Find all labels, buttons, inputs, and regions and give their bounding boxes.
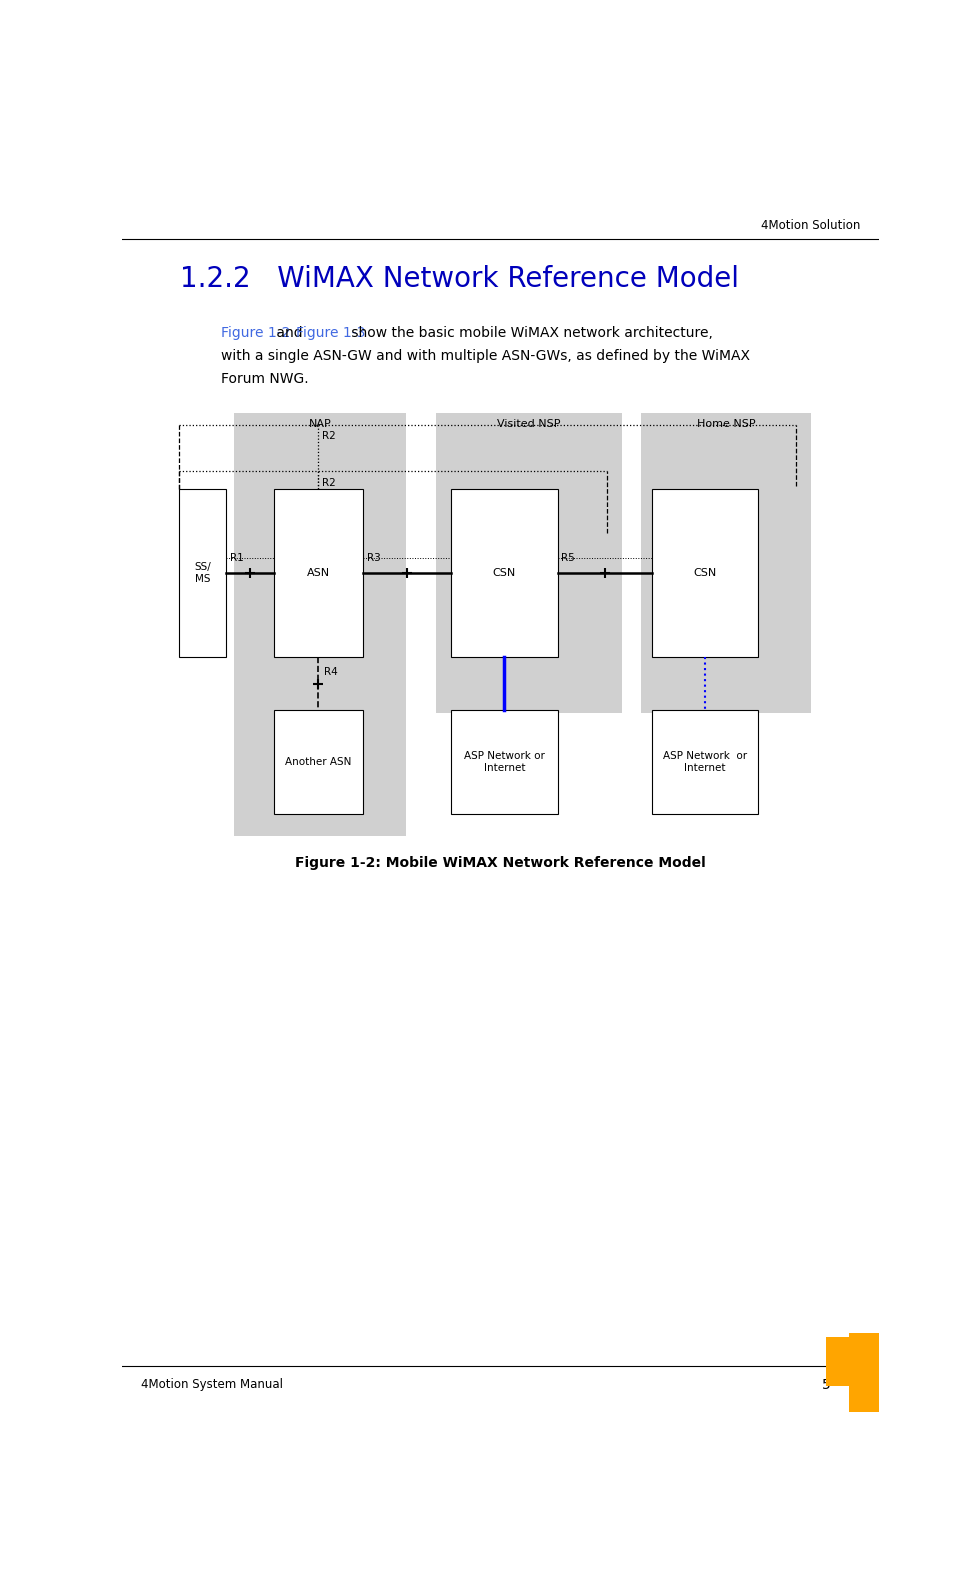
Text: R2: R2 — [322, 432, 336, 441]
Text: ASN: ASN — [307, 568, 330, 578]
Text: and: and — [272, 325, 307, 340]
Bar — [234, 413, 406, 836]
Text: CSN: CSN — [694, 568, 717, 578]
Text: ASP Network or
Internet: ASP Network or Internet — [464, 751, 545, 773]
Text: 5: 5 — [822, 1378, 830, 1392]
Text: Another ASN: Another ASN — [285, 757, 352, 767]
Text: CSN: CSN — [492, 568, 516, 578]
Text: 1.2.2   WiMAX Network Reference Model: 1.2.2 WiMAX Network Reference Model — [180, 265, 739, 294]
Text: Figure 1-2: Figure 1-2 — [221, 325, 290, 340]
Text: Forum NWG.: Forum NWG. — [221, 371, 308, 386]
Bar — [274, 709, 362, 814]
Text: R2: R2 — [322, 478, 336, 487]
Text: Visited NSP: Visited NSP — [497, 419, 561, 428]
Bar — [641, 413, 811, 714]
Text: 4Motion System Manual: 4Motion System Manual — [141, 1378, 283, 1392]
Text: SS/
MS: SS/ MS — [194, 562, 211, 584]
Text: Figure 1-2: Mobile WiMAX Network Reference Model: Figure 1-2: Mobile WiMAX Network Referen… — [295, 857, 706, 870]
Bar — [653, 709, 758, 814]
Text: Home NSP: Home NSP — [697, 419, 755, 428]
Bar — [274, 489, 362, 657]
Bar — [451, 709, 558, 814]
Text: 4Motion Solution: 4Motion Solution — [761, 219, 861, 232]
Text: NAP: NAP — [309, 419, 331, 428]
Text: Figure 1-3: Figure 1-3 — [295, 325, 364, 340]
Text: R1: R1 — [230, 554, 243, 563]
Text: R4: R4 — [324, 668, 338, 678]
Bar — [827, 1336, 879, 1385]
Text: ASP Network  or
Internet: ASP Network or Internet — [663, 751, 747, 773]
Bar — [849, 1333, 879, 1412]
Text: show the basic mobile WiMAX network architecture,: show the basic mobile WiMAX network arch… — [347, 325, 713, 340]
Bar — [653, 489, 758, 657]
Bar — [437, 413, 622, 714]
Text: with a single ASN-GW and with multiple ASN-GWs, as defined by the WiMAX: with a single ASN-GW and with multiple A… — [221, 349, 749, 363]
Text: R3: R3 — [366, 554, 380, 563]
Text: R5: R5 — [561, 554, 575, 563]
Bar — [451, 489, 558, 657]
Bar — [179, 489, 226, 657]
